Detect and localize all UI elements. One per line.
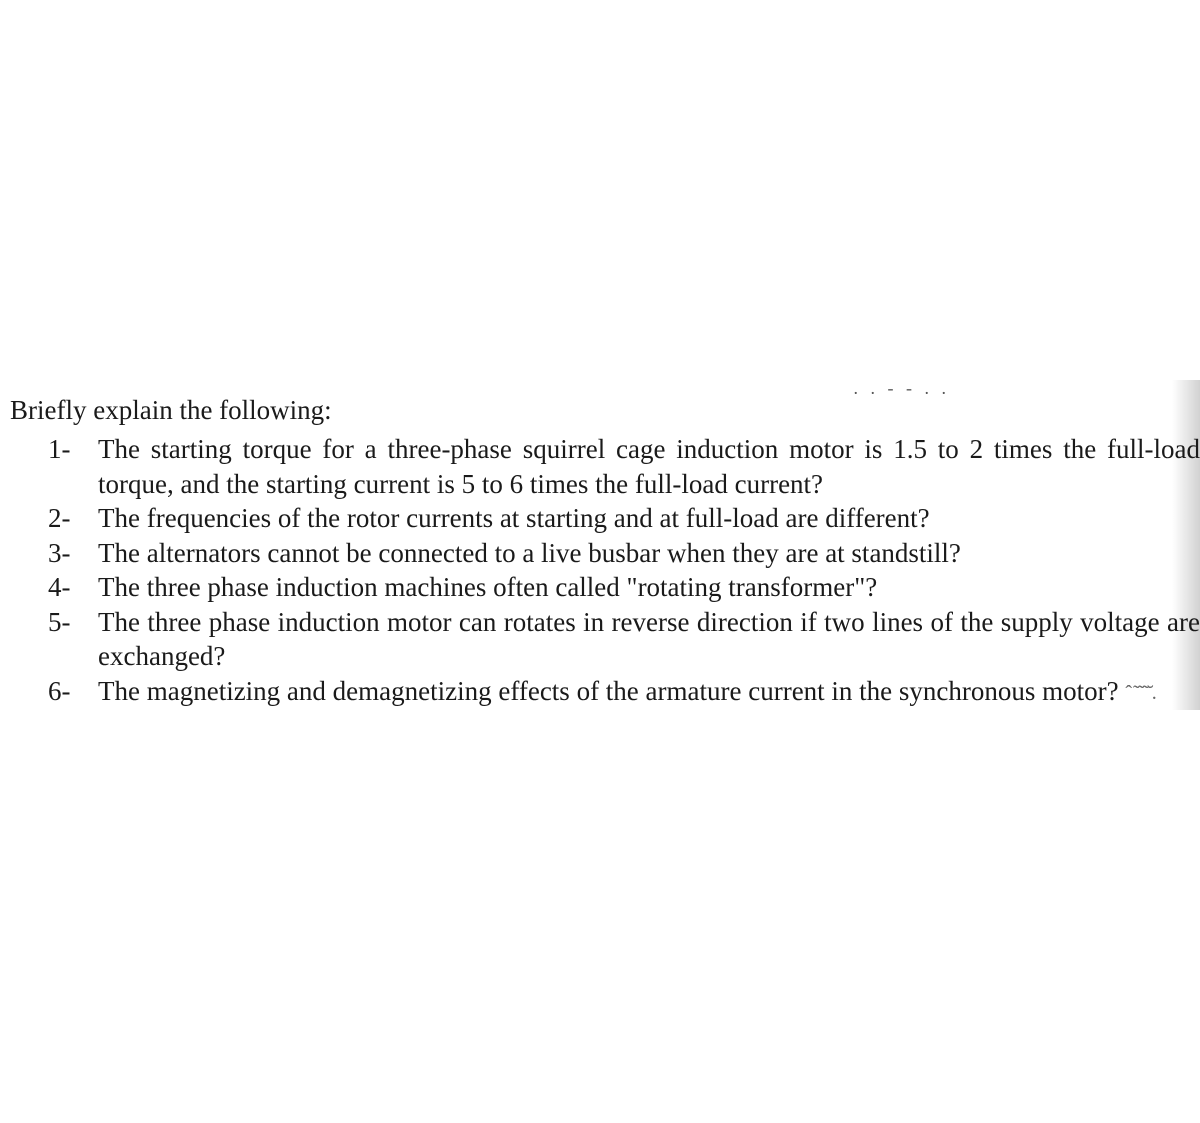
scanned-page: . . - - . . Briefly explain the followin… bbox=[0, 0, 1200, 1123]
question-item: 6- The magnetizing and demagnetizing eff… bbox=[48, 674, 1200, 709]
question-item: 5- The three phase induction motor can r… bbox=[48, 605, 1200, 674]
question-item: 4- The three phase induction machines of… bbox=[48, 570, 1200, 605]
handwriting-mark: ˆ ˜˜˜˘. bbox=[1125, 682, 1154, 704]
scan-noise-dots: . . - - . . bbox=[854, 378, 951, 399]
question-text: The starting torque for a three-phase sq… bbox=[98, 434, 1200, 499]
question-text: The three phase induction motor can rota… bbox=[98, 607, 1200, 672]
question-text: The magnetizing and demagnetizing effect… bbox=[98, 676, 1119, 706]
section-heading: Briefly explain the following: bbox=[8, 395, 1200, 426]
question-number: 5- bbox=[48, 605, 71, 640]
question-item: 3- The alternators cannot be connected t… bbox=[48, 536, 1200, 571]
question-text: The frequencies of the rotor currents at… bbox=[98, 503, 930, 533]
question-text: The alternators cannot be connected to a… bbox=[98, 538, 961, 568]
question-number: 3- bbox=[48, 536, 71, 571]
question-text: The three phase induction machines often… bbox=[98, 572, 877, 602]
question-number: 4- bbox=[48, 570, 71, 605]
question-item: 2- The frequencies of the rotor currents… bbox=[48, 501, 1200, 536]
question-number: 2- bbox=[48, 501, 71, 536]
question-list: 1- The starting torque for a three-phase… bbox=[8, 432, 1200, 708]
question-number: 1- bbox=[48, 432, 71, 467]
question-item: 1- The starting torque for a three-phase… bbox=[48, 432, 1200, 501]
question-number: 6- bbox=[48, 674, 71, 709]
